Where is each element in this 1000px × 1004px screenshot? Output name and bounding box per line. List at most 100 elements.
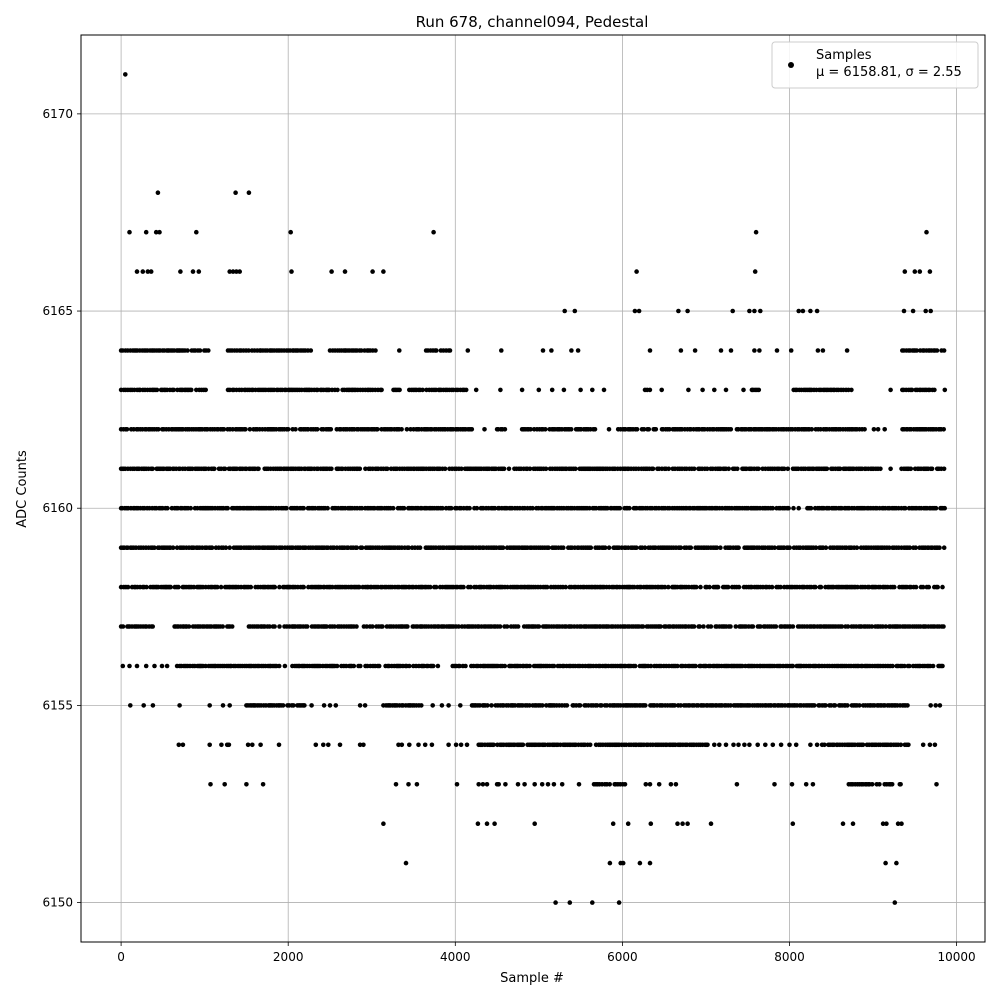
data-point [796, 505, 801, 511]
data-point [728, 624, 733, 629]
data-point [653, 427, 659, 432]
data-point [357, 584, 362, 590]
data-point [141, 703, 146, 708]
data-point [912, 269, 918, 274]
data-point [230, 269, 236, 274]
data-point [502, 427, 508, 432]
data-point [373, 348, 378, 353]
data-point [883, 860, 888, 866]
x-tick-label: 0 [117, 950, 125, 964]
data-point [233, 190, 238, 195]
data-point [321, 703, 327, 708]
data-point [155, 190, 161, 195]
data-point [808, 308, 813, 314]
data-point [908, 466, 914, 472]
data-point [333, 703, 339, 708]
data-point [923, 308, 928, 314]
data-point [755, 742, 760, 748]
data-point [150, 466, 155, 472]
x-axis-label: Sample # [500, 971, 564, 986]
y-tick-label: 6165 [42, 304, 73, 318]
data-point [577, 703, 583, 708]
data-point [357, 742, 363, 748]
data-point [267, 624, 272, 629]
data-point [590, 900, 595, 905]
data-point [810, 782, 816, 787]
data-point [532, 782, 537, 787]
data-point [140, 269, 146, 274]
data-point [718, 545, 723, 550]
data-point [809, 427, 814, 432]
data-point [289, 269, 294, 274]
plot-frame [80, 34, 986, 943]
data-point [354, 545, 360, 550]
data-point [422, 742, 428, 748]
data-point [769, 584, 775, 590]
data-point [726, 466, 731, 472]
data-point [927, 269, 933, 274]
data-point [849, 387, 854, 393]
data-point [667, 427, 672, 432]
data-point [500, 545, 506, 550]
data-point [177, 703, 182, 708]
data-point [928, 703, 933, 708]
data-point [707, 584, 712, 590]
data-point [800, 308, 806, 314]
data-point [123, 72, 128, 77]
data-point [143, 229, 149, 235]
data-point [439, 703, 445, 708]
data-point [750, 624, 756, 629]
data-point [276, 742, 282, 748]
data-point [543, 466, 549, 472]
data-point [646, 427, 652, 432]
data-point [302, 703, 307, 708]
legend-stats-label: μ = 6158.81, σ = 2.55 [816, 65, 962, 80]
data-point [862, 427, 867, 432]
data-point [590, 387, 595, 393]
data-point [601, 387, 607, 393]
data-point [920, 742, 926, 748]
data-point [888, 466, 893, 472]
data-point [723, 387, 729, 393]
data-point [234, 269, 239, 274]
data-point [758, 624, 763, 629]
data-point [498, 387, 503, 393]
axis-ticks: 0 2000 4000 6000 8000 10000 6150 6155 6160 6165 61… [42, 107, 975, 964]
data-point [484, 821, 490, 826]
data-point [220, 624, 225, 629]
x-tick-label: 4000 [440, 950, 471, 964]
data-point [250, 742, 255, 748]
legend: Samples μ = 6158.81, σ = 2.55 [771, 41, 979, 89]
data-point [229, 624, 235, 629]
data-point [499, 348, 504, 353]
data-point [227, 269, 232, 274]
data-point [563, 584, 568, 590]
data-point [747, 308, 752, 314]
data-point [927, 742, 933, 748]
data-point [358, 663, 363, 669]
data-point [640, 624, 646, 629]
data-point [492, 821, 497, 826]
data-point [736, 545, 741, 550]
data-point [736, 742, 741, 748]
data-point [704, 466, 710, 472]
data-point [730, 308, 735, 314]
data-point [728, 427, 734, 432]
data-point [407, 663, 412, 669]
data-point [430, 703, 436, 708]
data-point [194, 229, 199, 235]
data-point [419, 703, 424, 708]
legend-series-name: Samples [816, 48, 872, 63]
data-point [459, 466, 464, 472]
data-point [894, 860, 899, 866]
data-point [902, 269, 908, 274]
data-point [321, 742, 326, 748]
data-point [932, 742, 938, 748]
data-point [225, 505, 230, 511]
data-point [431, 229, 436, 235]
data-point [823, 545, 829, 550]
x-tick-label: 2000 [273, 950, 304, 964]
data-point [791, 505, 796, 511]
data-point [397, 387, 402, 393]
data-point [678, 348, 684, 353]
